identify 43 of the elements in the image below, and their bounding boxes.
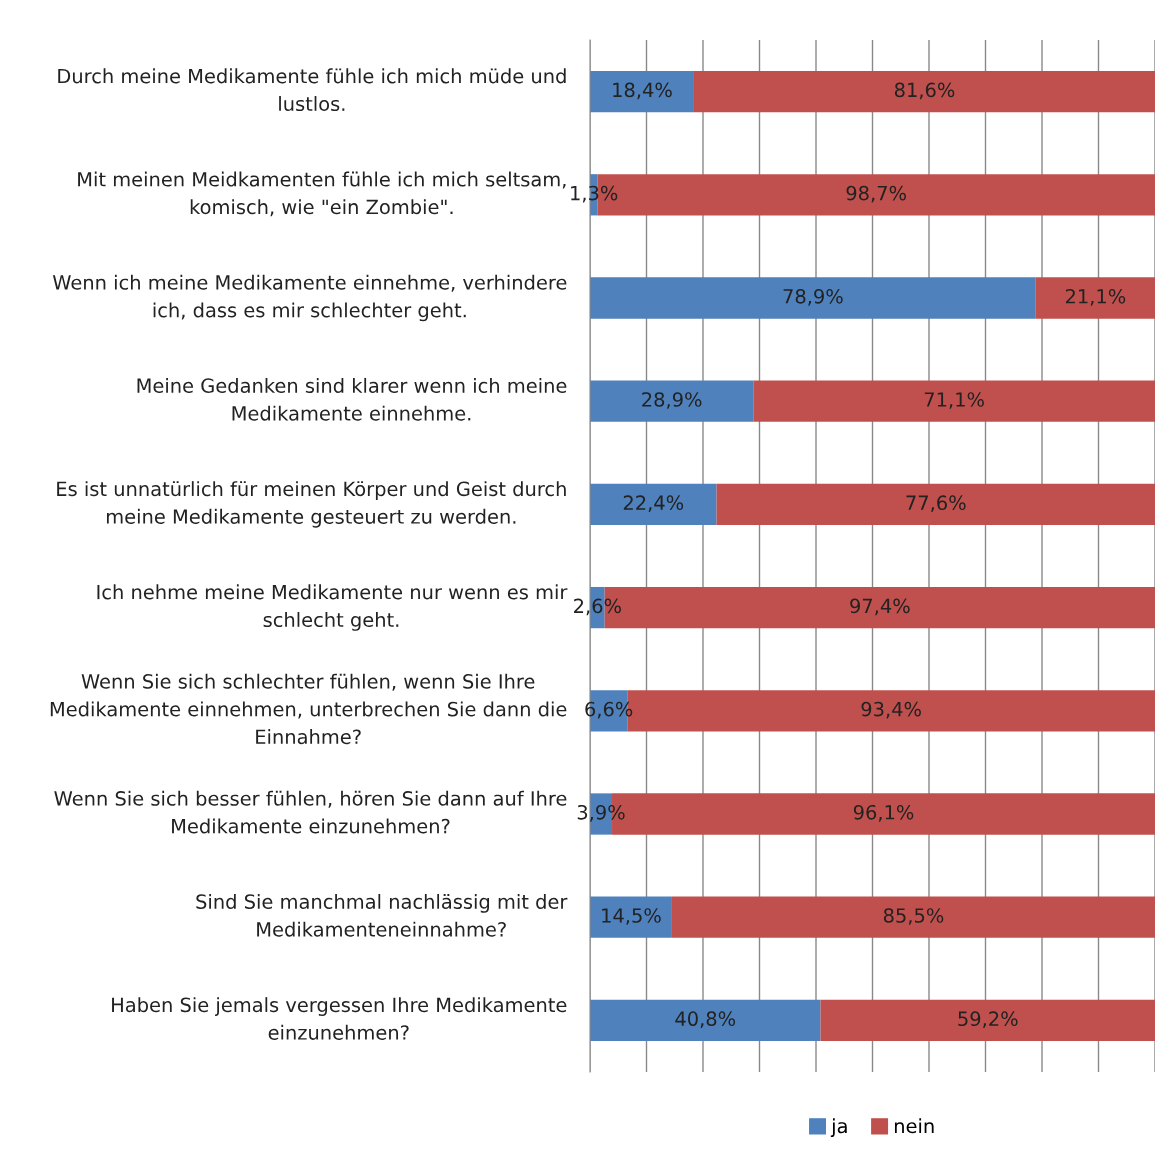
data-label: 1,3% (571, 185, 618, 203)
y-tick-label: Wenn Sie sich schlechter fühlen, wenn Sie Ihre Medikamente einnehmen, unterbrechen Sie dann die Einnahme? (50, 673, 567, 745)
data-label: 22,4% (623, 495, 684, 513)
legend-label: ja (830, 1118, 847, 1138)
bar (590, 277, 1036, 319)
data-label: 98,7% (846, 185, 906, 203)
y-tick-label: Mit meinen Meidkamenten fühle ich mich seltsam, komisch, wie "ein Zombie". (78, 171, 566, 217)
data-label: 81,6% (894, 82, 955, 100)
bar (590, 380, 754, 422)
bar (753, 380, 1155, 422)
data-label: 3,9% (577, 804, 625, 822)
data-label: 85,5% (883, 908, 944, 925)
data-label: 71,1% (924, 392, 984, 409)
bar (1035, 277, 1155, 319)
data-label: 77,6% (906, 495, 966, 513)
data-label: 21,1% (1065, 288, 1126, 306)
y-tick-label: Haben Sie jemals vergessen Ihre Medikamente einzunehmen? (112, 997, 567, 1040)
data-label: 28,9% (642, 392, 702, 409)
bar (590, 70, 694, 113)
data-label: 96,1% (853, 804, 914, 822)
data-label: 59,2% (958, 1011, 1018, 1029)
bar (716, 483, 1155, 526)
data-label: 18,4% (613, 82, 672, 100)
y-tick-label: Ich nehme meine Medikamente nur wenn es mir schlecht geht. (97, 584, 568, 631)
y-tick-label: Sind Sie manchmal nachlässig mit der Medikamenteneinnahme? (196, 893, 568, 937)
y-tick-label: Wenn ich meine Medikamente einnehme, verhindere ich, dass es mir schlechter geht. (52, 274, 567, 322)
bar (590, 483, 717, 526)
y-tick-label: Wenn Sie sich besser fühlen, hören Sie dann auf Ihre Medikamente einzunehmen? (54, 790, 567, 834)
data-label: 40,8% (675, 1011, 736, 1029)
legend-label: nein (894, 1118, 934, 1134)
data-label: 78,9% (783, 288, 843, 306)
data-label: 93,4% (861, 701, 921, 719)
bar (671, 896, 1155, 938)
y-tick-label: Durch meine Medikamente fühle ich mich müde und lustlos. (58, 68, 566, 112)
bar (820, 999, 1155, 1042)
bar (590, 999, 821, 1042)
bar (590, 896, 672, 938)
data-label: 2,6% (574, 598, 621, 616)
data-label: 97,4% (850, 598, 910, 616)
bar (693, 70, 1155, 113)
y-tick-label: Es ist unnatürlich für meinen Körper und Geist durch meine Medikamente gesteuert zu werden. (57, 481, 566, 528)
data-label: 14,5% (602, 908, 661, 925)
y-tick-label: Meine Gedanken sind klarer wenn ich meine Medikamente einnehme. (137, 377, 567, 421)
